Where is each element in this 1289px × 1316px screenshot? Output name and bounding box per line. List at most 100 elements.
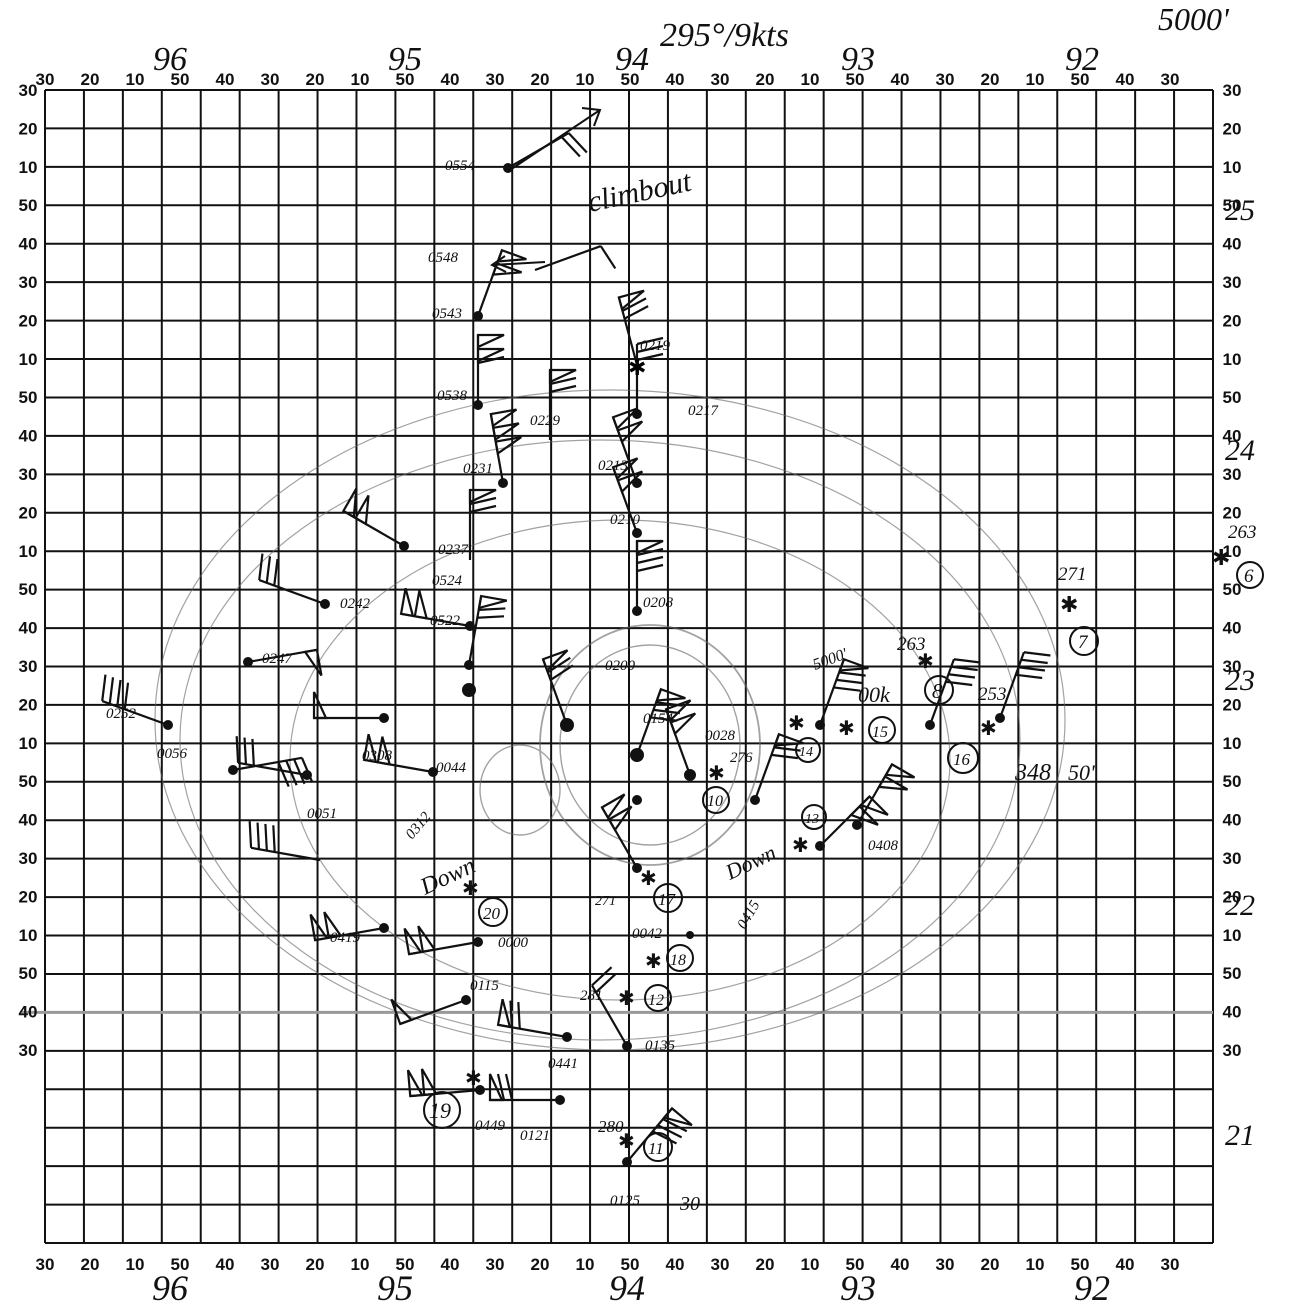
barb-pennant (399, 587, 415, 618)
barb-pennant (309, 913, 329, 942)
obs-0229: 0229 (530, 413, 561, 429)
obs-time: 0308 (362, 748, 393, 764)
barb-feather (1023, 651, 1051, 657)
sonde-pressure: 280 (598, 1117, 624, 1136)
obs-time: 0419 (330, 930, 361, 946)
obs-0237: 0237 (399, 541, 470, 558)
inner-eye-ring (479, 744, 561, 836)
wind-label: 295°/9kts (660, 17, 789, 54)
wind-barb (664, 699, 697, 776)
dropsonde-16: ✱ 253 16 (947, 684, 1007, 774)
lon-tick-label-top: 20 (306, 70, 325, 89)
dropsonde-12: ✱ 281 12 (580, 984, 672, 1012)
lat-tick-label-right: 50 (1223, 196, 1242, 215)
obs-0242: 0242 (320, 596, 371, 612)
obs-time: 0217 (688, 403, 720, 419)
barb-staff (237, 761, 308, 777)
sonde-star: ✱ (708, 761, 725, 785)
barb-pennant (312, 691, 328, 720)
lat-tick-label-right: 30 (1223, 657, 1242, 676)
obs-0554: 0554 (445, 158, 513, 174)
lon-degree-bottom: 94 (609, 1268, 645, 1308)
obs-0524: 0524 (432, 573, 463, 589)
sonde-number: 8 (932, 679, 943, 703)
obs-time: 0044 (436, 760, 467, 776)
lat-tick-label-right: 20 (1223, 311, 1242, 330)
obs-0247: 0247 (243, 651, 294, 667)
obs-0312: 0312 (403, 809, 435, 843)
barb-feather (549, 384, 577, 394)
barb-feather (293, 758, 306, 785)
lon-degree-top: 96 (153, 41, 187, 78)
obs-0217: 0217 (632, 403, 720, 419)
sonde-pressure: 276 (730, 750, 753, 766)
lat-tick-label-left: 50 (19, 964, 38, 983)
sonde-number: 14 (799, 745, 813, 760)
lon-tick-label-top: 30 (486, 70, 505, 89)
barb-pennant (669, 712, 697, 736)
obs-0000: 0000 (473, 935, 529, 951)
barb-feather (951, 665, 978, 672)
barb-feather (953, 658, 981, 664)
lon-tick-label-bottom: 20 (306, 1255, 325, 1274)
sonde-star: ✱ (1060, 593, 1078, 618)
lat-degree-label: 21 (1225, 1119, 1255, 1152)
obs-0213: 0213 (598, 458, 642, 488)
outer-ring (154, 389, 1066, 1051)
sonde-number: 20 (483, 904, 501, 923)
lon-tick-label-bottom: 30 (1161, 1255, 1180, 1274)
lat-tick-label-right: 20 (1223, 503, 1242, 522)
barb-feather (504, 1073, 514, 1101)
obs-0051: 0051 (302, 770, 337, 822)
obs-0441: 0441 (548, 1032, 578, 1072)
barb-feather (123, 682, 130, 710)
lat-lon-grid (20, 89, 1214, 1244)
barb-feather (650, 716, 678, 722)
obs-0449: 0449 (475, 1085, 506, 1134)
dropsonde-markers: ✱ 263 6 ✱ 271 7 ✱ 263 8 ✱ 15 ✱ 253 16 (423, 522, 1264, 1162)
lon-tick-label-bottom: 50 (171, 1255, 190, 1274)
wind-barb (362, 733, 434, 774)
label-348: 348 (1014, 760, 1051, 786)
sonde-number: 10 (707, 793, 723, 810)
wind-barb (591, 966, 628, 1047)
barb-feather (101, 674, 107, 702)
barb-pennant (476, 347, 505, 363)
obs-time: 0121 (520, 1128, 550, 1144)
altitude-label: 5000' (1158, 1, 1230, 37)
lon-tick-label-top: 30 (261, 70, 280, 89)
barb-feather (1018, 666, 1046, 672)
lon-tick-label-bottom: 20 (981, 1255, 1000, 1274)
lon-tick-label-bottom: 20 (756, 1255, 775, 1274)
sonde-star: ✱ (618, 1129, 635, 1153)
barb-feather (256, 822, 261, 850)
wind-barb (248, 821, 321, 862)
wind-barb (101, 674, 169, 727)
barb-staff (534, 245, 602, 272)
lon-tick-label-top: 20 (531, 70, 550, 89)
lon-degree-top: 92 (1065, 41, 1099, 78)
barb-pennant (477, 594, 508, 610)
obs-time: 0554 (445, 158, 476, 174)
lat-tick-label-right: 30 (1223, 273, 1242, 292)
barb-feather (235, 736, 240, 763)
wind-barb (635, 336, 664, 414)
dropsonde-19: ✱ 19 (423, 1066, 482, 1129)
wind-barb (617, 289, 649, 366)
lon-tick-label-bottom: 30 (36, 1255, 55, 1274)
obs-time: 0042 (632, 926, 663, 942)
lon-tick-label-bottom: 50 (1071, 1255, 1090, 1274)
lat-tick-label-left: 10 (19, 542, 38, 561)
obs-time: 0051 (307, 806, 337, 822)
lon-tick-label-bottom: 20 (531, 1255, 550, 1274)
obs-0231: 0231 (463, 461, 508, 488)
barb-feather (496, 1073, 506, 1101)
sonde-pressure: 263 (1228, 522, 1257, 543)
wind-barb (548, 368, 577, 440)
obs-0208: 0208 (632, 595, 674, 616)
obs-0028: 0028 (684, 728, 736, 781)
lat-tick-label-right: 10 (1223, 542, 1242, 561)
dropsonde-20: ✱ 20 (462, 876, 508, 927)
obs-time: 0210 (610, 512, 641, 528)
obs-0042: 0042 (632, 926, 694, 942)
